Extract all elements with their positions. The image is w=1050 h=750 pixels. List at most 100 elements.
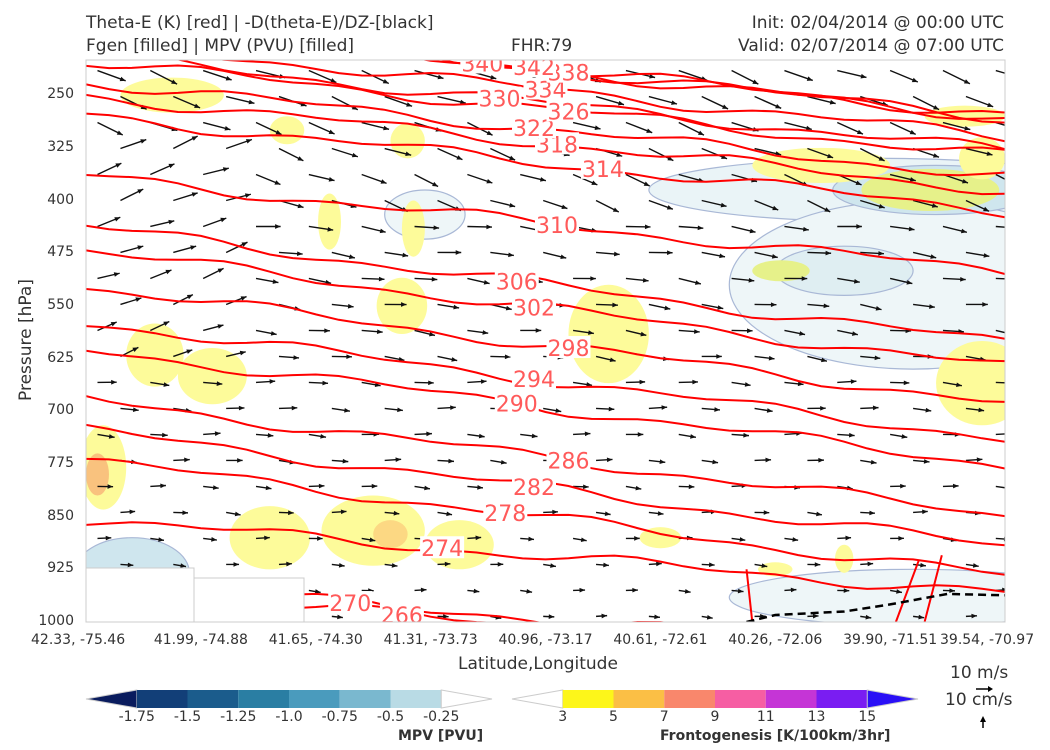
vector-arrowhead (616, 152, 623, 157)
theta-e-contour (86, 112, 1005, 219)
theta-e-label: 340 (461, 53, 503, 78)
vector-arrowhead (509, 155, 516, 161)
vector-arrowhead (588, 330, 594, 335)
vector-arrowhead (720, 202, 727, 208)
vector-arrowhead (1008, 431, 1014, 436)
vector-arrowhead (586, 382, 593, 387)
vector-arrowhead (644, 224, 651, 230)
vector-arrowhead (898, 536, 904, 541)
vector-arrowhead (238, 405, 245, 411)
vector-arrowhead (482, 330, 489, 335)
fgen-area (373, 520, 408, 549)
vector-arrowhead (860, 73, 867, 79)
y-tick-label: 625 (47, 349, 74, 366)
init-time: Init: 02/04/2014 @ 00:00 UTC (751, 13, 1004, 33)
vector-arrowhead (158, 537, 164, 542)
vector-arrowhead (823, 303, 830, 309)
vector-arrowhead (293, 355, 300, 360)
theta-e-label-bg (494, 391, 539, 414)
vector-arrowhead (393, 510, 400, 516)
vector-arrowhead (613, 251, 620, 257)
vector-arrowhead (640, 331, 647, 337)
vector-arrowhead (661, 405, 668, 410)
vector-arrowhead (656, 561, 662, 567)
vector-arrowhead (269, 379, 276, 384)
vector-arrowhead (234, 511, 241, 517)
vector-arrowhead (561, 204, 568, 210)
vector-arrowhead (697, 225, 704, 231)
vector-arrowhead (772, 205, 779, 211)
vector-arrowhead (654, 614, 660, 620)
fgen-area (568, 284, 649, 384)
vector-arrowhead (923, 459, 930, 464)
vector-arrowhead (949, 588, 955, 593)
vector-arrowhead (983, 253, 990, 258)
vector-arrowhead (191, 192, 198, 197)
vector-arrowhead (824, 207, 831, 212)
vector-arrowhead (327, 226, 334, 232)
theta-e-label-bg (580, 156, 625, 179)
vector-arrowhead (324, 328, 330, 334)
x-tick-label: 40.26, -72.06 (728, 632, 823, 648)
vector-arrowhead (191, 136, 198, 141)
vector-arrowhead (431, 276, 438, 282)
vector-arrowhead (714, 407, 720, 412)
theta-e-contour (86, 224, 1005, 340)
y-tick-label: 250 (47, 86, 74, 103)
vector-arrowhead (580, 537, 587, 543)
vector-arrowhead (584, 431, 591, 437)
vector-arrowhead (634, 536, 640, 541)
vector-arrowhead (322, 380, 329, 386)
colorbar-tick-label: -1.5 (173, 709, 202, 725)
vector-arrowhead (649, 73, 656, 79)
theta-e-label-bg (379, 602, 424, 622)
vector-arrowhead (1005, 486, 1011, 491)
vector-arrowhead (401, 302, 407, 307)
vector-arrowhead (765, 457, 772, 463)
vector-arrowhead (812, 613, 819, 619)
vector-key-label-ms: 10 m/s (950, 663, 1009, 683)
vector-arrowhead (639, 379, 646, 385)
vector-arrowhead (275, 224, 281, 229)
vector-arrowhead (550, 563, 556, 568)
vector-arrowhead (475, 535, 482, 541)
theta-e-contour (86, 395, 1005, 518)
theta-e-contour (923, 555, 943, 622)
vector-arrowhead (478, 433, 485, 439)
fgen-area (318, 193, 342, 250)
vector-arrowhead (477, 485, 483, 490)
theta-e-label-bg (512, 60, 557, 78)
vector-arrowhead (591, 180, 598, 185)
theta-e-contour (86, 521, 1005, 593)
vector-arrowhead (792, 537, 799, 542)
vector-arrowhead (739, 537, 746, 542)
vector-arrowhead (184, 457, 190, 463)
vector-arrowhead (237, 458, 243, 463)
terrain-mask-2 (193, 577, 305, 623)
vector-arrowhead (500, 459, 507, 465)
vector-arrowhead (768, 355, 775, 361)
vector-arrowhead (317, 536, 323, 541)
theta-e-label: 278 (484, 502, 526, 527)
vector-arrowhead (328, 129, 335, 135)
vector-arrowhead (925, 407, 932, 413)
vector-arrowhead (983, 206, 990, 212)
vector-arrowhead (320, 434, 327, 439)
vector-arrowhead (217, 324, 224, 329)
vector-arrowhead (490, 74, 497, 80)
vector-arrowhead (960, 276, 966, 282)
vector-arrowhead (845, 535, 852, 541)
vector-arrowhead (896, 589, 902, 594)
colorbar-tick-label: 11 (756, 709, 775, 725)
colorbar-tick-label: 5 (609, 709, 618, 725)
vector-arrowhead (1015, 226, 1021, 231)
theta-e-label-bg (494, 269, 539, 292)
theta-e-label-bg (546, 448, 591, 471)
vector-arrowhead (560, 254, 567, 260)
vector-arrowhead (451, 357, 458, 362)
vector-arrowhead (717, 305, 724, 310)
vector-arrowhead (692, 379, 698, 385)
vector-arrowhead (244, 193, 251, 198)
vector-arrowhead (911, 77, 918, 83)
vector-arrowhead (135, 297, 142, 302)
